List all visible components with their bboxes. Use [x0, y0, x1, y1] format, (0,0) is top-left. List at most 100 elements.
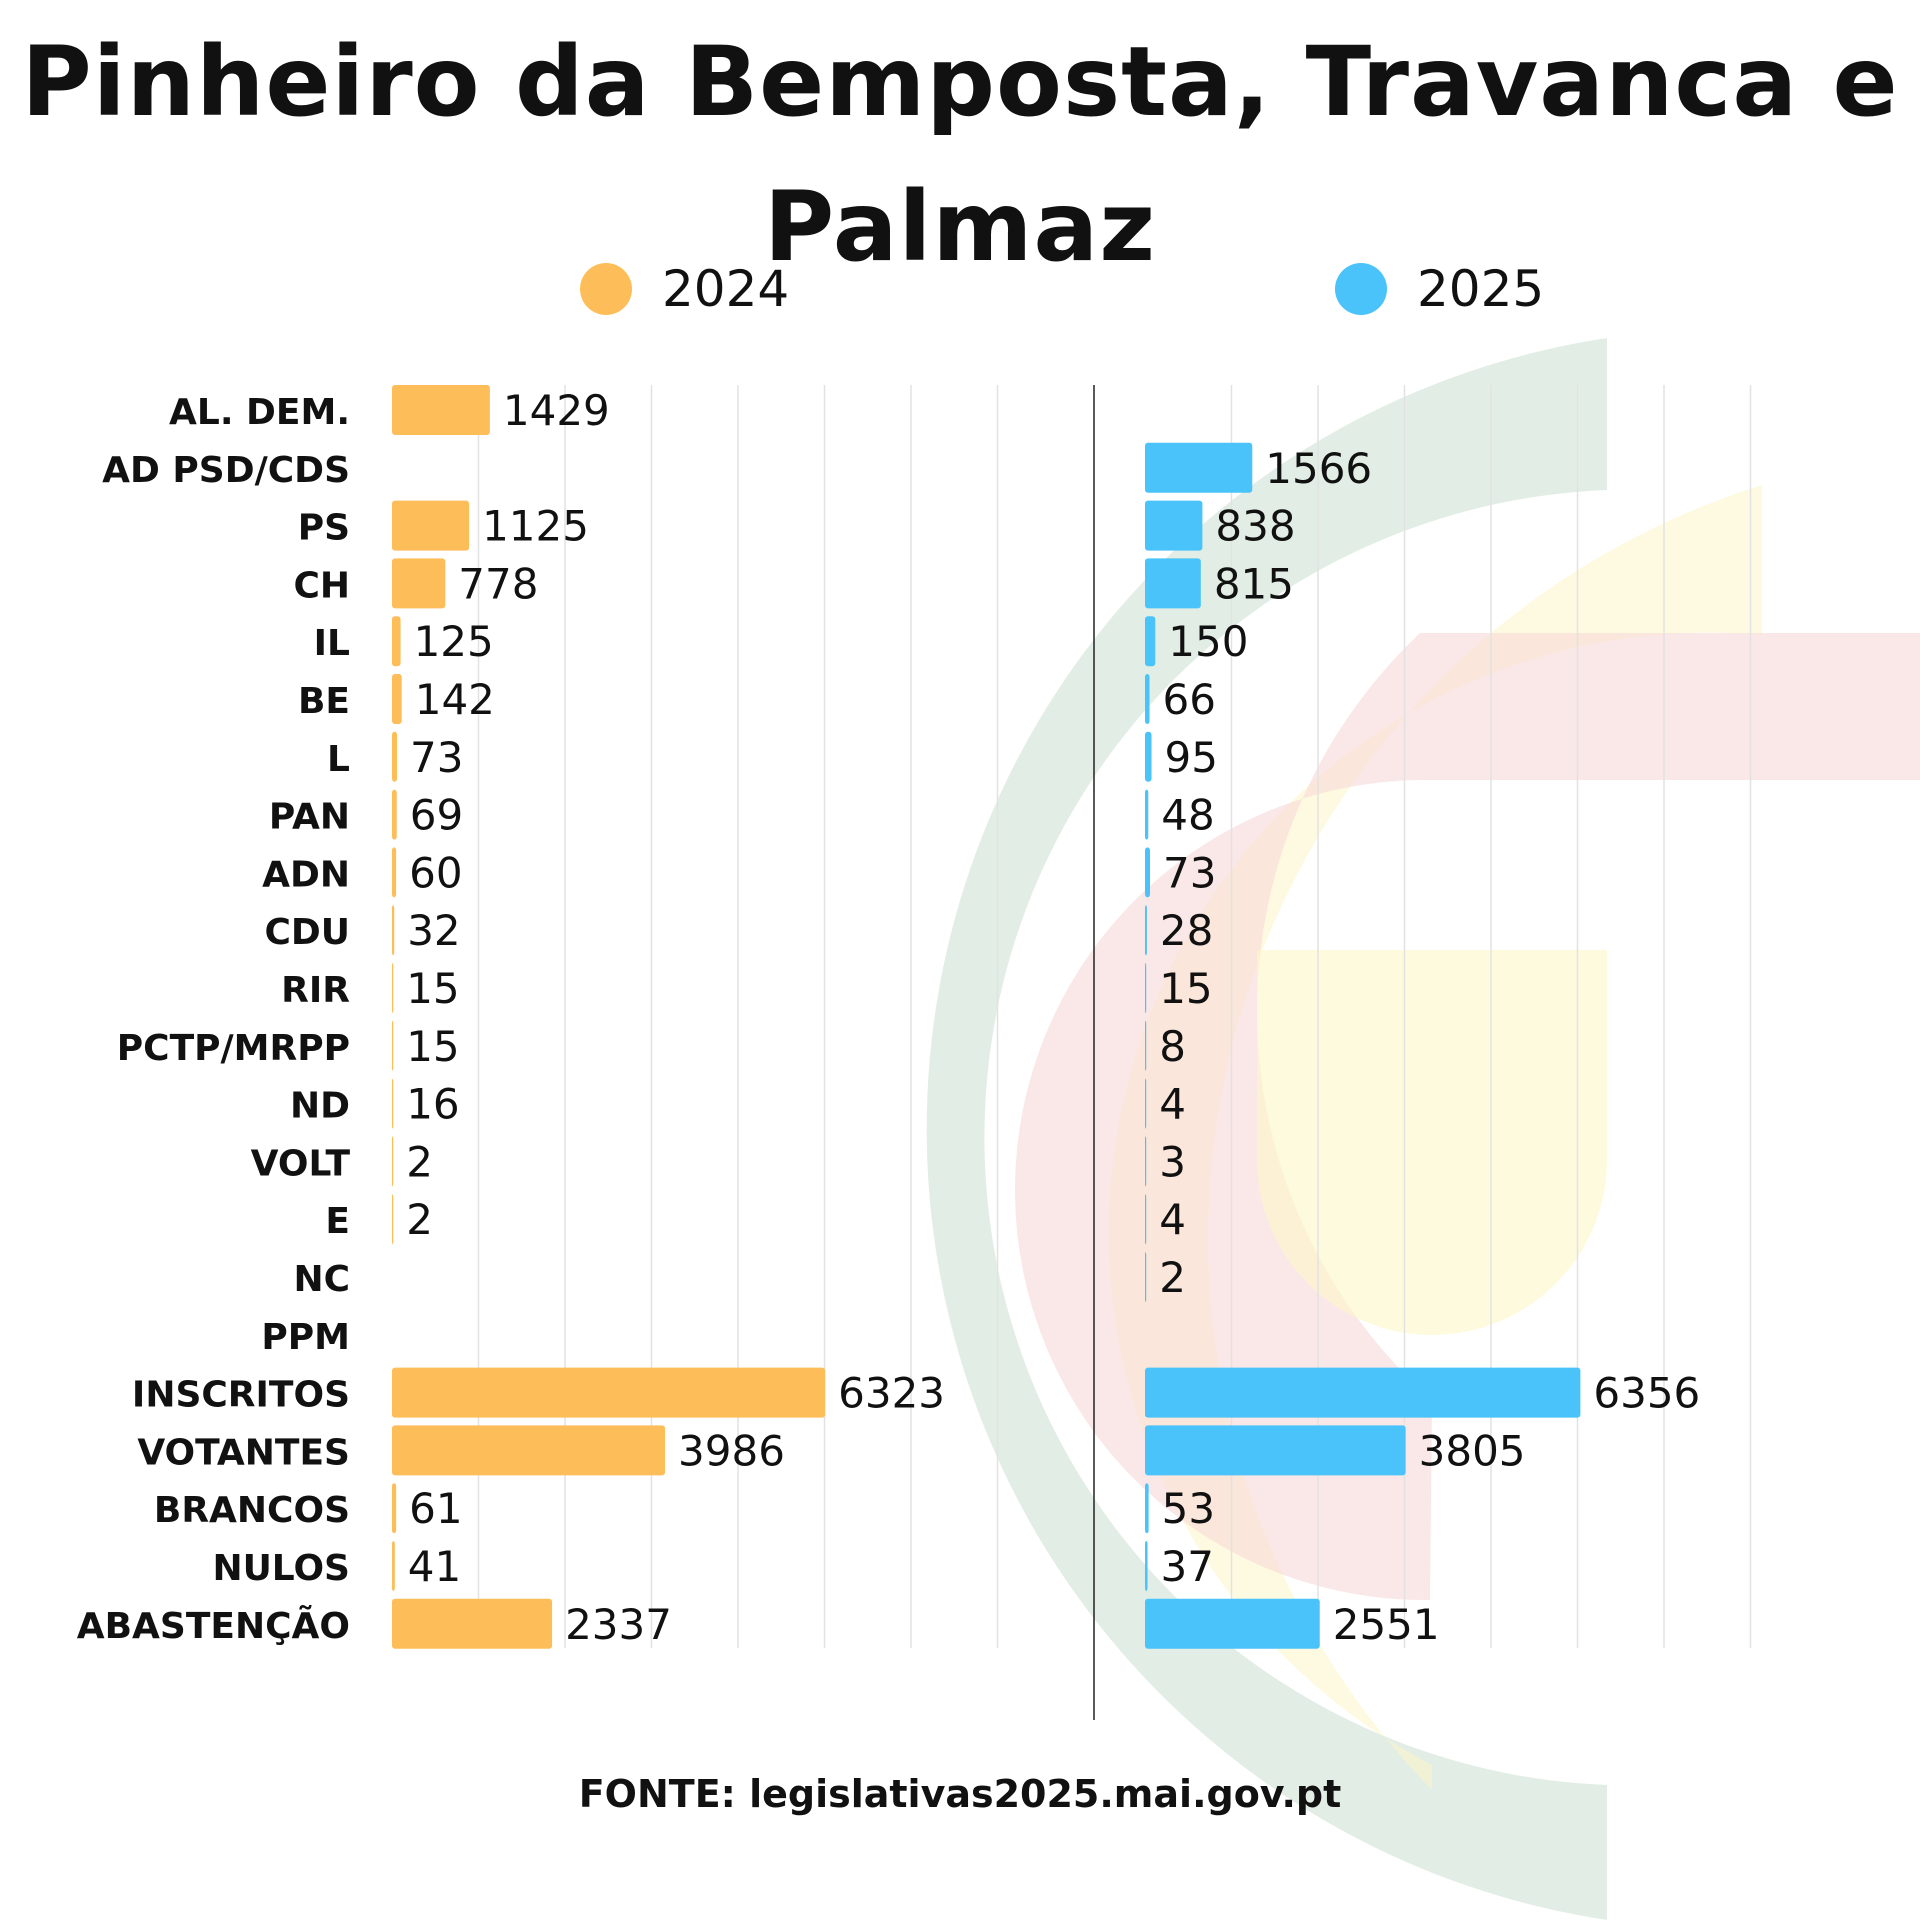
bar-2025-e [1145, 1194, 1147, 1245]
bar-2025-inscritos [1145, 1367, 1581, 1418]
value-label-2025-ps: 838 [1215, 502, 1295, 551]
category-label-al-dem: AL. DEM. [169, 392, 350, 433]
bar-2025-l [1145, 731, 1152, 782]
value-label-2025-ch: 815 [1214, 559, 1294, 608]
bar-2025-ad-psd-cds [1145, 442, 1253, 493]
category-label-be: BE [298, 681, 350, 722]
category-label-e: E [325, 1201, 350, 1242]
bar-2024-adn [392, 847, 397, 898]
bar-2024-al-dem [392, 385, 490, 435]
bar-2025-volt [1145, 1136, 1147, 1187]
category-label-il: IL [314, 623, 350, 664]
category-label-abasten-o: ABASTENÇÃO [77, 1605, 350, 1647]
source-note: FONTE: legislativas2025.mai.gov.pt [578, 1772, 1342, 1816]
value-label-2024-brancos: 61 [409, 1484, 462, 1533]
category-label-rir: RIR [281, 970, 350, 1011]
value-label-2024-ch: 778 [458, 559, 538, 608]
legend-label-2024: 2024 [662, 260, 790, 318]
value-label-2025-be: 66 [1163, 675, 1216, 724]
category-label-brancos: BRANCOS [154, 1490, 350, 1531]
bar-2025-il [1145, 616, 1156, 667]
bar-2025-cdu [1145, 905, 1147, 956]
category-label-inscritos: INSCRITOS [132, 1375, 350, 1416]
value-label-2025-inscritos: 6356 [1593, 1369, 1700, 1418]
bar-2024-inscritos [392, 1367, 826, 1418]
legend-swatch-2025 [1335, 263, 1387, 315]
value-label-2024-inscritos: 6323 [838, 1369, 945, 1418]
value-label-2024-volt: 2 [406, 1137, 433, 1186]
bar-2025-pctp-mrpp [1145, 1020, 1147, 1071]
value-label-2025-ad-psd-cds: 1566 [1265, 444, 1372, 493]
bar-2025-nd [1145, 1078, 1147, 1129]
category-label-l: L [327, 739, 350, 780]
bar-2024-pctp-mrpp [392, 1020, 394, 1071]
bar-2024-il [392, 616, 401, 667]
value-label-2024-l: 73 [410, 733, 463, 782]
bar-2024-rir [392, 963, 394, 1013]
chart-title: Pinheiro da Bemposta, Travanca e Palmaz [21, 26, 1899, 283]
bar-2025-pan [1145, 789, 1149, 840]
bar-2024-ps [392, 500, 470, 551]
legend-item-2024: 2024 [580, 257, 789, 321]
value-label-2025-pctp-mrpp: 8 [1159, 1022, 1186, 1071]
category-label-nc: NC [293, 1259, 350, 1300]
bar-2024-e [392, 1194, 394, 1245]
bar-2025-ps [1145, 500, 1203, 551]
category-label-cdu: CDU [264, 912, 350, 953]
category-label-pan: PAN [269, 797, 350, 838]
value-label-2025-nd: 4 [1159, 1080, 1186, 1129]
value-label-2025-e: 4 [1159, 1195, 1186, 1244]
value-label-2024-cdu: 32 [407, 906, 460, 955]
value-label-2024-pctp-mrpp: 15 [406, 1022, 459, 1071]
bar-2024-brancos [392, 1483, 397, 1534]
bar-2024-be [392, 674, 402, 724]
value-label-2024-rir: 15 [406, 964, 459, 1013]
category-label-adn: ADN [262, 854, 350, 895]
value-label-2025-adn: 73 [1163, 848, 1216, 897]
value-label-2025-volt: 3 [1159, 1137, 1186, 1186]
bar-2025-rir [1145, 963, 1147, 1013]
value-label-2024-al-dem: 1429 [503, 386, 610, 435]
value-label-2024-nulos: 41 [408, 1542, 461, 1591]
value-label-2024-pan: 69 [410, 791, 463, 840]
value-label-2024-adn: 60 [409, 848, 462, 897]
bar-2025-brancos [1145, 1483, 1149, 1534]
value-label-2025-brancos: 53 [1162, 1484, 1215, 1533]
category-label-ps: PS [298, 508, 350, 549]
bar-2024-nd [392, 1078, 394, 1129]
bar-2024-ch [392, 558, 446, 609]
category-label-nd: ND [290, 1086, 350, 1127]
bar-2024-l [392, 731, 398, 782]
bar-2024-volt [392, 1136, 394, 1187]
legend-swatch-2024 [580, 263, 632, 315]
value-label-2025-rir: 15 [1159, 964, 1212, 1013]
value-label-2024-nd: 16 [406, 1080, 459, 1129]
value-label-2024-votantes: 3986 [678, 1426, 785, 1475]
bar-2024-abasten-o [392, 1598, 553, 1649]
value-label-2024-ps: 1125 [482, 502, 589, 551]
value-label-2025-l: 95 [1165, 733, 1218, 782]
value-label-2025-il: 150 [1168, 617, 1248, 666]
category-label-votantes: VOTANTES [137, 1432, 350, 1473]
bar-2024-pan [392, 789, 397, 840]
category-label-ch: CH [293, 565, 350, 606]
value-label-2025-abasten-o: 2551 [1333, 1600, 1440, 1649]
category-label-pctp-mrpp: PCTP/MRPP [117, 1028, 350, 1069]
value-label-2025-nulos: 37 [1161, 1542, 1214, 1591]
legend-item-2025: 2025 [1335, 257, 1544, 321]
value-label-2025-nc: 2 [1159, 1253, 1186, 1302]
bar-2024-nulos [392, 1541, 395, 1591]
value-label-2024-be: 142 [415, 675, 495, 724]
bar-2025-nc [1145, 1252, 1147, 1302]
category-label-nulos: NULOS [212, 1548, 350, 1589]
value-label-2025-pan: 48 [1161, 791, 1214, 840]
bar-2025-adn [1145, 847, 1151, 898]
value-label-2024-il: 125 [414, 617, 494, 666]
bar-2024-votantes [392, 1425, 666, 1476]
legend-label-2025: 2025 [1417, 260, 1545, 318]
value-label-2025-votantes: 3805 [1419, 1426, 1526, 1475]
bar-2025-be [1145, 674, 1150, 724]
bar-2025-nulos [1145, 1541, 1148, 1591]
